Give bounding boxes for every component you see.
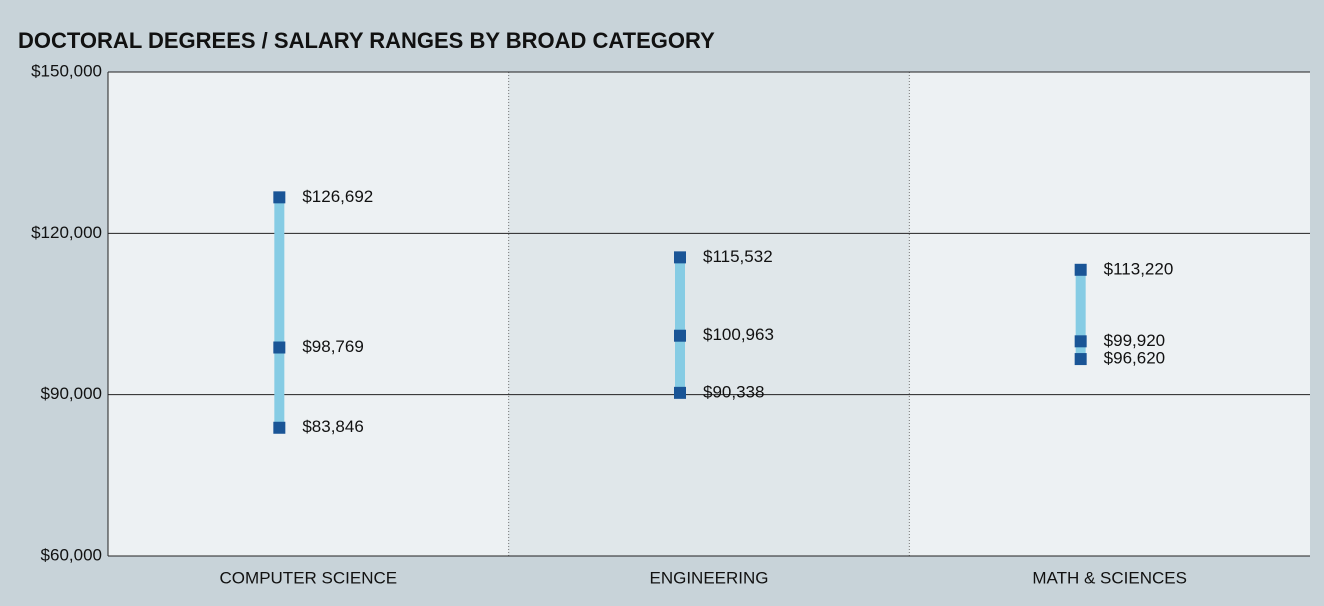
middle-marker bbox=[1074, 335, 1087, 348]
high-label: $113,220 bbox=[1104, 259, 1174, 278]
high-marker bbox=[1074, 263, 1087, 276]
low-marker bbox=[1074, 353, 1087, 366]
range-bar bbox=[675, 257, 685, 393]
category-panel bbox=[909, 72, 1310, 556]
middle-label: $99,920 bbox=[1104, 331, 1165, 350]
high-label: $115,532 bbox=[703, 247, 773, 266]
y-tick-label: $60,000 bbox=[41, 545, 102, 564]
middle-marker bbox=[674, 329, 686, 342]
category-panel bbox=[108, 72, 509, 556]
middle-marker bbox=[273, 341, 286, 354]
middle-label: $100,963 bbox=[703, 325, 774, 344]
x-tick-label: ENGINEERING bbox=[649, 568, 768, 587]
y-tick-label: $120,000 bbox=[31, 223, 102, 242]
low-label: $90,338 bbox=[703, 382, 764, 401]
y-tick-label: $150,000 bbox=[31, 61, 102, 80]
high-label: $126,692 bbox=[302, 187, 373, 206]
y-tick-label: $90,000 bbox=[41, 384, 102, 403]
low-marker bbox=[674, 386, 686, 399]
high-marker bbox=[273, 191, 286, 204]
x-tick-label: COMPUTER SCIENCE bbox=[220, 568, 398, 587]
middle-label: $98,769 bbox=[302, 337, 363, 356]
low-label: $96,620 bbox=[1104, 349, 1165, 368]
high-marker bbox=[674, 251, 686, 264]
range-bar bbox=[274, 197, 285, 428]
category-panel bbox=[508, 72, 910, 556]
low-label: $83,846 bbox=[302, 417, 363, 436]
range-bar bbox=[1075, 269, 1086, 360]
x-tick-label: MATH & SCIENCES bbox=[1032, 568, 1187, 587]
chart-title: DOCTORAL DEGREES / SALARY RANGES BY BROA… bbox=[18, 28, 715, 53]
low-marker bbox=[273, 421, 286, 434]
